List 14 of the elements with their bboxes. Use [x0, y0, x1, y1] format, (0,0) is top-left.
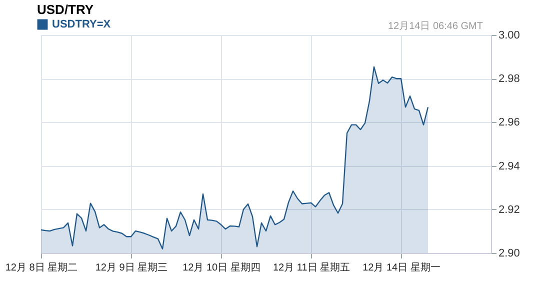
- y-tick-label: 2.98: [498, 73, 520, 86]
- chart-title: USD/TRY: [37, 2, 94, 17]
- x-tick-label: 12月 11日 星期五: [272, 262, 350, 274]
- y-tick-label: 2.94: [498, 160, 520, 172]
- x-tick-label: 12月 10日 星期四: [182, 262, 260, 274]
- y-tick-label: 2.90: [498, 248, 520, 260]
- y-tick-label: 2.92: [498, 204, 520, 216]
- text: 12月14日 06:46 GMT: [388, 21, 483, 32]
- y-tick-label: 3.00: [498, 30, 520, 42]
- y-tick-label: 2.96: [498, 116, 520, 129]
- x-tick-label: 12月 9日 星期三: [95, 262, 168, 274]
- x-tick-label: 12月 14日 星期一: [362, 262, 440, 274]
- legend-label: USDTRY=X: [52, 18, 112, 30]
- x-tick-label: 12月 8日 星期二: [5, 262, 78, 274]
